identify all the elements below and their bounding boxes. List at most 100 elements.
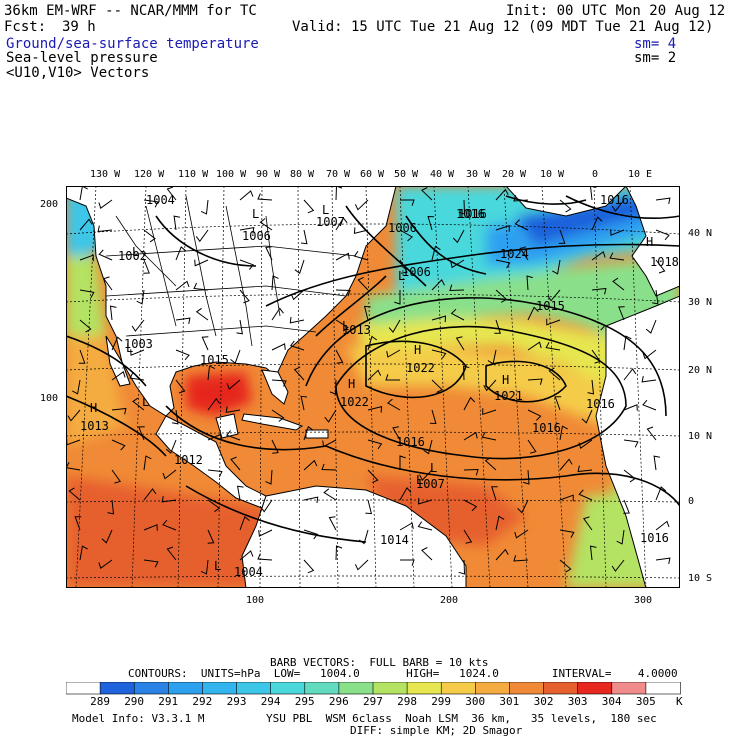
lon-label: 0: [592, 169, 599, 180]
wind-barb: [581, 409, 593, 424]
wind-barb: [98, 249, 113, 261]
wind-barb: [611, 199, 625, 212]
pressure-label: 1003: [124, 337, 153, 351]
wind-barb: [623, 404, 638, 411]
lat-label: 10 S: [688, 573, 713, 584]
wind-barb: [610, 229, 625, 236]
pressure-label: 1012: [174, 453, 203, 467]
wind-barb: [455, 336, 465, 351]
wind-barb: [175, 246, 187, 261]
wind-barb: [201, 336, 209, 351]
wind-barb: [143, 259, 150, 274]
pressure-label: 1016: [456, 207, 485, 221]
wind-barb: [132, 397, 145, 411]
wind-barb: [257, 553, 273, 561]
wind-barb: [335, 349, 344, 364]
wind-barb: [623, 439, 639, 448]
wind-barb: [207, 499, 221, 513]
wind-barb: [143, 455, 152, 471]
wind-barb: [463, 529, 473, 544]
wind-barb: [559, 458, 573, 471]
wind-barb: [589, 545, 597, 561]
wind-barb: [646, 426, 657, 441]
wind-barb: [554, 396, 562, 411]
lat-label: 10 N: [688, 431, 713, 442]
wind-barb: [450, 308, 465, 321]
wind-barb: [591, 349, 602, 364]
colorbar-tick-label: 300: [465, 695, 486, 708]
colorbar-unit: K: [676, 695, 683, 708]
wind-barb: [161, 495, 177, 503]
wind-barb: [79, 254, 94, 262]
wind-barb: [394, 290, 401, 305]
wind-barb: [517, 499, 529, 514]
south-america: [241, 485, 467, 588]
wind-barb: [239, 259, 255, 270]
wind-barb: [239, 515, 250, 531]
wind-barb: [130, 349, 145, 356]
wind-barb: [582, 516, 593, 531]
valid-time: Valid: 15 UTC Tue 21 Aug 12 (09 MDT Tue …: [292, 19, 714, 35]
pressure-label: 1002: [118, 249, 147, 263]
wind-barb: [463, 396, 476, 411]
state-borders: [105, 195, 357, 347]
wind-barb: [417, 521, 433, 531]
hispaniola: [305, 429, 329, 439]
wind-barb: [527, 306, 539, 321]
wind-barb: [655, 557, 671, 565]
wind-barb: [265, 469, 273, 485]
wind-barb: [491, 486, 498, 501]
wind-barb: [367, 469, 379, 484]
barb-legend: BARB VECTORS: FULL BARB = 10 kts: [270, 656, 489, 669]
wind-barb: [271, 409, 285, 422]
grid-y-label: 200: [40, 199, 59, 210]
wind-barb: [552, 259, 561, 275]
pressure-label: 1007: [416, 477, 445, 491]
high-center: H: [348, 377, 355, 391]
wind-barb: [207, 469, 223, 478]
wind-barb: [79, 289, 95, 298]
wind-barb: [260, 499, 273, 513]
wind-barb: [171, 409, 179, 425]
wind-barb: [399, 229, 413, 242]
wind-barb: [484, 457, 497, 471]
wind-barb: [367, 439, 383, 450]
europe: [625, 186, 680, 297]
pressure-label: 1013: [80, 419, 109, 433]
wind-barb: [289, 340, 305, 351]
lon-label: 80 W: [290, 169, 315, 180]
wind-barb: [289, 316, 305, 324]
wind-barb: [427, 215, 435, 231]
wind-barb: [102, 276, 113, 291]
wind-barb: [303, 459, 318, 471]
wind-barb: [79, 545, 88, 561]
lon-label: 10 W: [540, 169, 565, 180]
florida: [261, 369, 289, 405]
wind-barb: [558, 229, 566, 244]
wind-barb: [322, 439, 337, 448]
wind-barb: [335, 289, 351, 297]
wind-barb: [399, 522, 414, 531]
wind-barb: [131, 319, 145, 332]
colorbar-tick-label: 295: [294, 695, 315, 708]
wind-barb: [271, 439, 279, 454]
pressure-label: 1004: [234, 565, 263, 579]
colorbar-swatch: [133, 682, 170, 695]
wind-barb: [618, 306, 625, 321]
wind-barb: [79, 218, 93, 231]
low-center: L: [398, 269, 405, 283]
lon-label: 70 W: [326, 169, 351, 180]
wind-barb: [431, 349, 447, 359]
colorbar-swatch: [645, 682, 681, 695]
wind-barb: [591, 216, 603, 231]
pressure-label: 1004: [146, 193, 175, 207]
wind-barb: [641, 375, 657, 383]
wind-barb: [138, 426, 145, 441]
pressure-label: 1014: [380, 533, 409, 547]
low-center: L: [322, 203, 329, 217]
wind-barb: [79, 319, 92, 333]
colorbar-swatch: [202, 682, 238, 695]
wind-barb: [577, 465, 593, 473]
wind-barb: [653, 455, 661, 471]
wind-barb: [207, 433, 222, 441]
